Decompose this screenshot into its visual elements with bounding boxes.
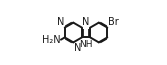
Text: NH: NH	[80, 40, 93, 49]
Text: N: N	[57, 17, 64, 27]
Text: Br: Br	[108, 17, 119, 27]
Text: N: N	[82, 17, 90, 27]
Text: N: N	[74, 43, 81, 53]
Text: H₂N: H₂N	[42, 35, 61, 45]
